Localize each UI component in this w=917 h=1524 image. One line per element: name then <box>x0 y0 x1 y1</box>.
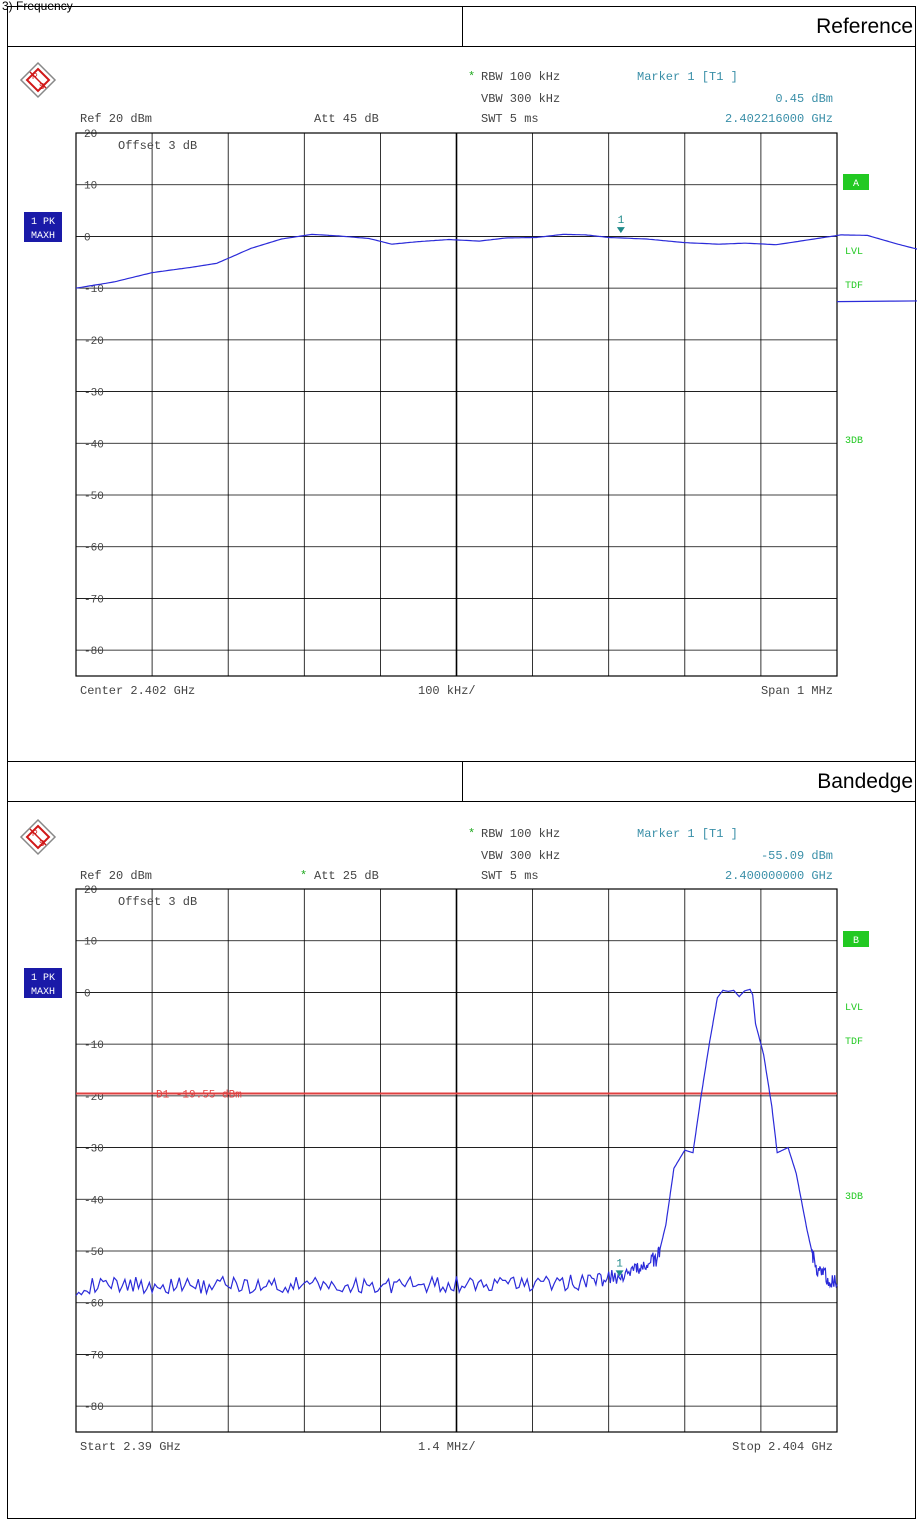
rbw-label: RBW 100 kHz <box>481 827 560 841</box>
y-tick-label: -70 <box>84 1350 104 1362</box>
display-line-label: D1 -19.55 dBm <box>156 1090 242 1102</box>
section-title-bandedge: Bandedge <box>817 770 913 793</box>
y-tick-label: 0 <box>84 232 91 244</box>
trace-mode-line2: MAXH <box>31 231 55 242</box>
trace-mode-line1: 1 PK <box>31 973 55 984</box>
attenuation: Att 25 dB <box>314 869 379 883</box>
side-tdf: TDF <box>845 1037 863 1048</box>
attenuation: Att 45 dB <box>314 112 379 126</box>
side-3db: 3DB <box>845 436 863 447</box>
trace-window-badge <box>843 931 869 947</box>
y-tick-label: -20 <box>84 336 104 348</box>
x-division-label: 100 kHz/ <box>418 684 476 698</box>
x-start-label: Center 2.402 GHz <box>80 684 195 698</box>
marker-title: Marker 1 [T1 ] <box>637 827 738 841</box>
marker-label: 1 <box>616 1258 623 1270</box>
marker-label: 1 <box>618 215 625 227</box>
trace-window-badge <box>843 174 869 190</box>
trace-mode-line2: MAXH <box>31 987 55 998</box>
side-3db: 3DB <box>845 1192 863 1203</box>
y-tick-label: -40 <box>84 439 104 451</box>
trace-mode-badge <box>24 968 62 998</box>
y-tick-label: -80 <box>84 646 104 658</box>
spectrum-panel-reference: R S * RBW 100 kHz VBW 300 kHz SWT 5 ms M… <box>19 61 917 698</box>
rbw-star: * <box>468 827 475 841</box>
swt-label: SWT 5 ms <box>481 869 539 883</box>
plot-frame <box>75 888 838 1433</box>
offset-label: Offset 3 dB <box>118 895 197 909</box>
y-tick-label: 20 <box>84 129 97 141</box>
y-tick-label: -80 <box>84 1402 104 1414</box>
trace-window-badge-label: B <box>853 936 859 947</box>
y-tick-label: -60 <box>84 1299 104 1311</box>
rbw-label: RBW 100 kHz <box>481 70 560 84</box>
y-tick-label: -10 <box>84 284 104 296</box>
rs-logo-icon: R S <box>19 61 57 99</box>
vbw-label: VBW 300 kHz <box>481 849 560 863</box>
trace-line <box>75 988 838 1296</box>
marker-frequency: 2.400000000 GHz <box>725 869 833 883</box>
marker-triangle-icon <box>616 227 625 234</box>
vbw-label: VBW 300 kHz <box>481 92 560 106</box>
side-lvl: LVL <box>845 247 863 258</box>
swt-label: SWT 5 ms <box>481 112 539 126</box>
marker-level: 0.45 dBm <box>775 92 833 106</box>
y-tick-label: -30 <box>84 388 104 400</box>
spectrum-plot-bandedge: 20 10 0 -10 -20 -30 -40 -50 -60 -70 -80 Offset 3 dB… <box>75 885 838 1433</box>
rbw-star: * <box>468 70 475 84</box>
trace-mode-badge <box>24 212 62 242</box>
x-end-label: Stop 2.404 GHz <box>732 1440 833 1454</box>
svg-text:R: R <box>32 72 38 81</box>
section-title-reference: Reference <box>816 15 913 38</box>
svg-text:R: R <box>32 829 38 838</box>
y-tick-label: -60 <box>84 543 104 555</box>
x-division-label: 1.4 MHz/ <box>418 1440 476 1454</box>
ref-level: Ref 20 dBm <box>80 112 152 126</box>
y-tick-label: 20 <box>84 885 97 897</box>
marker-triangle-icon <box>615 1270 624 1277</box>
y-tick-label: 0 <box>84 988 91 1000</box>
side-tdf: TDF <box>845 281 863 292</box>
marker-title: Marker 1 [T1 ] <box>637 70 738 84</box>
y-tick-label: -30 <box>84 1144 104 1156</box>
marker-level: -55.09 dBm <box>761 849 833 863</box>
trace-window-badge-label: A <box>853 179 859 190</box>
y-tick-label: -20 <box>84 1092 104 1104</box>
trace-mode-line1: 1 PK <box>31 217 55 228</box>
spectrum-panel-bandedge: R S * RBW 100 kHz VBW 300 kHz SWT 5 ms M… <box>19 818 869 1454</box>
y-tick-label: -70 <box>84 594 104 606</box>
side-lvl: LVL <box>845 1003 863 1014</box>
y-tick-label: -50 <box>84 491 104 503</box>
trace-line <box>75 233 917 303</box>
offset-label: Offset 3 dB <box>118 139 197 153</box>
rs-logo-icon: R S <box>19 818 57 856</box>
y-tick-label: -50 <box>84 1247 104 1259</box>
att-star: * <box>300 869 307 883</box>
y-tick-label: 10 <box>84 181 97 193</box>
x-end-label: Span 1 MHz <box>761 684 833 698</box>
y-tick-label: -40 <box>84 1195 104 1207</box>
spectrum-plot-reference: 20 10 0 -10 -20 -30 -40 -50 -60 -70 -80 Offset 3 dB… <box>75 129 917 677</box>
x-start-label: Start 2.39 GHz <box>80 1440 181 1454</box>
y-tick-label: 10 <box>84 937 97 949</box>
ref-level: Ref 20 dBm <box>80 869 152 883</box>
plot-frame <box>75 132 838 677</box>
y-tick-label: -10 <box>84 1040 104 1052</box>
svg-text:S: S <box>39 82 44 91</box>
marker-frequency: 2.402216000 GHz <box>725 112 833 126</box>
svg-text:S: S <box>39 839 44 848</box>
